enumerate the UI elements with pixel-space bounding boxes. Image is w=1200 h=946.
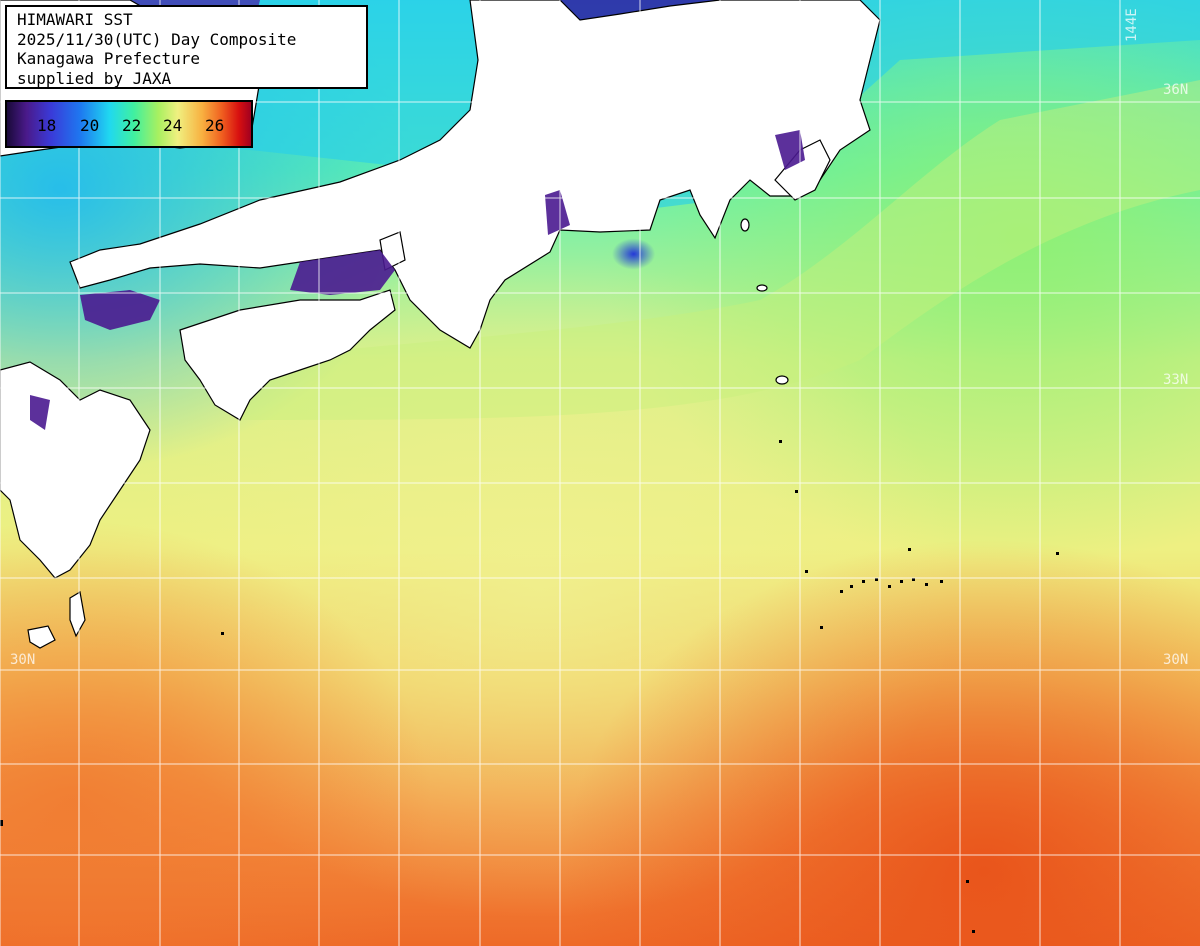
title-line-region: Kanagawa Prefecture [17, 49, 201, 68]
legend-tick-18: 18 [37, 116, 57, 135]
kumano-sea-cold-water [540, 215, 720, 345]
seto-inland-sea-water [30, 130, 805, 430]
tanegashima-island [69, 591, 86, 638]
title-line-product: HIMAWARI SST [17, 10, 133, 29]
lat-label-30n-right: 30N [1163, 652, 1189, 668]
temperature-legend: 18 20 22 24 26 [5, 100, 253, 148]
hachijojima [775, 375, 789, 385]
izu-oshima [740, 218, 750, 232]
lat-label-36n: 36N [1163, 82, 1189, 98]
small-islets [0, 440, 1059, 933]
map-title-box: HIMAWARI SST 2025/11/30(UTC) Day Composi… [5, 5, 368, 89]
title-line-date: 2025/11/30(UTC) Day Composite [17, 29, 297, 49]
legend-tick-20: 20 [80, 116, 100, 135]
lon-label-136e: 136E [484, 8, 500, 42]
miyakejima [756, 284, 768, 292]
lat-label-33n: 33N [1163, 372, 1189, 388]
title-line-credit: supplied by JAXA [17, 68, 172, 88]
legend-tick-22: 22 [122, 116, 142, 135]
legend-tick-26: 26 [205, 116, 225, 135]
lat-label-30n-left: 30N [10, 652, 36, 668]
lon-label-144e: 144E [1124, 8, 1140, 42]
legend-tick-24: 24 [163, 116, 183, 135]
yakushima-island [27, 625, 56, 649]
